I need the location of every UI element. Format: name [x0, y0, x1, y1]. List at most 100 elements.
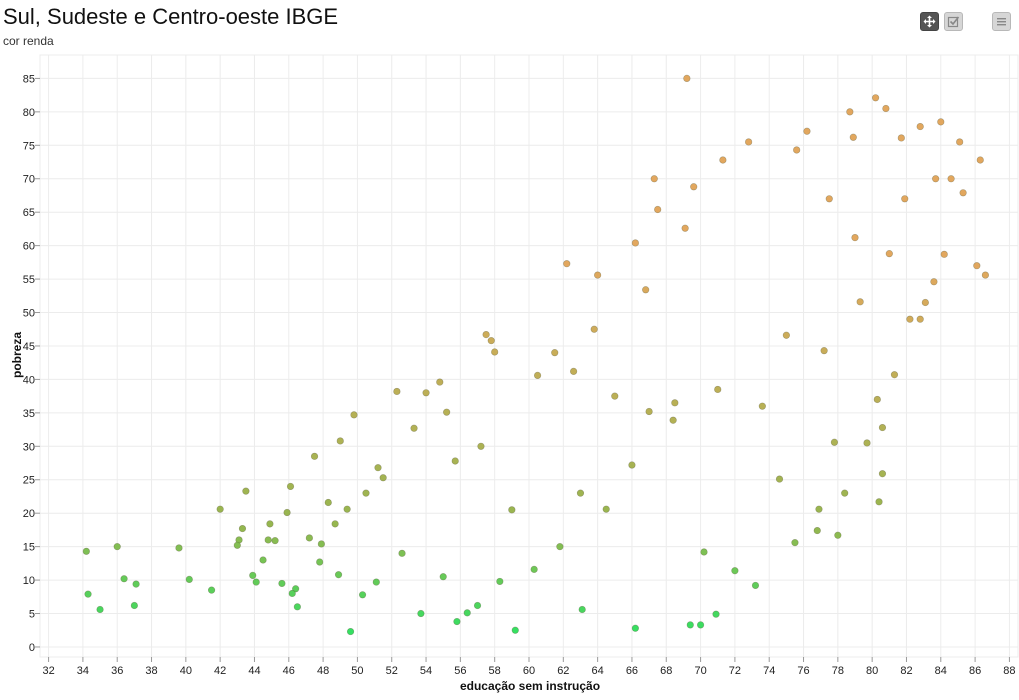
data-point[interactable]: [846, 108, 854, 116]
data-point[interactable]: [393, 387, 401, 396]
data-point[interactable]: [82, 547, 90, 555]
data-point[interactable]: [654, 205, 662, 214]
data-point[interactable]: [563, 260, 571, 268]
data-point[interactable]: [841, 489, 849, 497]
data-point[interactable]: [681, 224, 689, 232]
data-point[interactable]: [132, 580, 140, 588]
data-point[interactable]: [813, 526, 821, 535]
data-point[interactable]: [937, 118, 945, 126]
data-point[interactable]: [288, 589, 296, 598]
data-point[interactable]: [346, 627, 355, 636]
pan-button[interactable]: [920, 12, 939, 31]
data-point[interactable]: [473, 601, 482, 610]
data-point[interactable]: [491, 348, 499, 356]
data-point[interactable]: [350, 411, 358, 419]
data-point[interactable]: [84, 590, 92, 598]
data-point[interactable]: [324, 498, 332, 507]
data-point[interactable]: [317, 540, 325, 548]
data-point[interactable]: [207, 586, 216, 594]
data-point[interactable]: [570, 367, 578, 375]
data-point[interactable]: [973, 262, 981, 270]
data-point[interactable]: [690, 183, 698, 191]
data-point[interactable]: [631, 239, 639, 247]
data-point[interactable]: [731, 567, 739, 575]
data-point[interactable]: [851, 234, 859, 242]
menu-button[interactable]: [992, 12, 1011, 31]
data-point[interactable]: [120, 575, 128, 583]
data-point[interactable]: [793, 146, 801, 154]
data-point[interactable]: [878, 423, 887, 432]
data-point[interactable]: [343, 505, 351, 513]
data-point[interactable]: [331, 520, 339, 528]
data-point[interactable]: [671, 399, 679, 407]
data-point[interactable]: [496, 577, 504, 586]
data-point[interactable]: [578, 605, 586, 614]
data-point[interactable]: [453, 617, 461, 626]
data-point[interactable]: [683, 74, 691, 83]
data-point[interactable]: [451, 457, 459, 465]
data-point[interactable]: [940, 250, 948, 258]
data-point[interactable]: [175, 544, 183, 552]
data-point[interactable]: [487, 337, 495, 345]
data-point[interactable]: [642, 286, 650, 294]
data-point[interactable]: [976, 156, 984, 164]
data-point[interactable]: [511, 626, 519, 634]
data-point[interactable]: [745, 138, 753, 146]
data-point[interactable]: [398, 549, 406, 557]
data-point[interactable]: [815, 505, 823, 513]
data-point[interactable]: [775, 475, 784, 483]
data-point[interactable]: [916, 315, 924, 323]
data-point[interactable]: [856, 298, 864, 306]
data-point[interactable]: [508, 506, 516, 514]
data-point[interactable]: [803, 127, 811, 135]
data-point[interactable]: [443, 408, 451, 416]
data-point[interactable]: [185, 575, 193, 584]
data-point[interactable]: [410, 424, 418, 432]
data-point[interactable]: [336, 437, 344, 445]
data-point[interactable]: [849, 133, 857, 141]
data-point[interactable]: [278, 579, 286, 588]
data-point[interactable]: [130, 601, 138, 610]
data-point[interactable]: [242, 487, 250, 495]
data-point[interactable]: [921, 298, 929, 307]
data-point[interactable]: [830, 438, 839, 446]
data-point[interactable]: [576, 489, 585, 497]
data-point[interactable]: [259, 556, 267, 564]
data-point[interactable]: [650, 175, 658, 183]
data-point[interactable]: [252, 578, 260, 586]
data-point[interactable]: [482, 330, 490, 339]
data-point[interactable]: [271, 537, 279, 545]
data-point[interactable]: [310, 452, 319, 460]
data-point[interactable]: [113, 543, 121, 551]
data-point[interactable]: [959, 189, 967, 197]
data-point[interactable]: [834, 531, 842, 539]
data-point[interactable]: [283, 508, 291, 517]
data-point[interactable]: [463, 609, 471, 617]
data-point[interactable]: [530, 565, 538, 573]
data-point[interactable]: [696, 621, 705, 629]
data-point[interactable]: [956, 138, 964, 146]
data-point[interactable]: [820, 347, 828, 355]
data-point[interactable]: [477, 442, 485, 450]
data-point[interactable]: [216, 505, 224, 513]
data-point[interactable]: [238, 524, 247, 533]
data-point[interactable]: [882, 104, 890, 113]
data-point[interactable]: [422, 389, 430, 397]
data-point[interactable]: [436, 378, 444, 386]
data-point[interactable]: [930, 278, 938, 286]
data-point[interactable]: [890, 371, 899, 379]
data-point[interactable]: [628, 461, 636, 469]
data-point[interactable]: [686, 621, 694, 629]
data-point[interactable]: [631, 624, 639, 632]
data-point[interactable]: [714, 385, 722, 394]
data-point[interactable]: [897, 134, 905, 142]
data-point[interactable]: [885, 250, 893, 258]
data-point[interactable]: [362, 489, 370, 497]
data-point[interactable]: [417, 609, 425, 618]
data-point[interactable]: [292, 585, 300, 593]
data-point[interactable]: [249, 571, 257, 579]
data-point[interactable]: [825, 195, 833, 203]
select-button[interactable]: [944, 12, 963, 31]
data-point[interactable]: [286, 482, 295, 491]
